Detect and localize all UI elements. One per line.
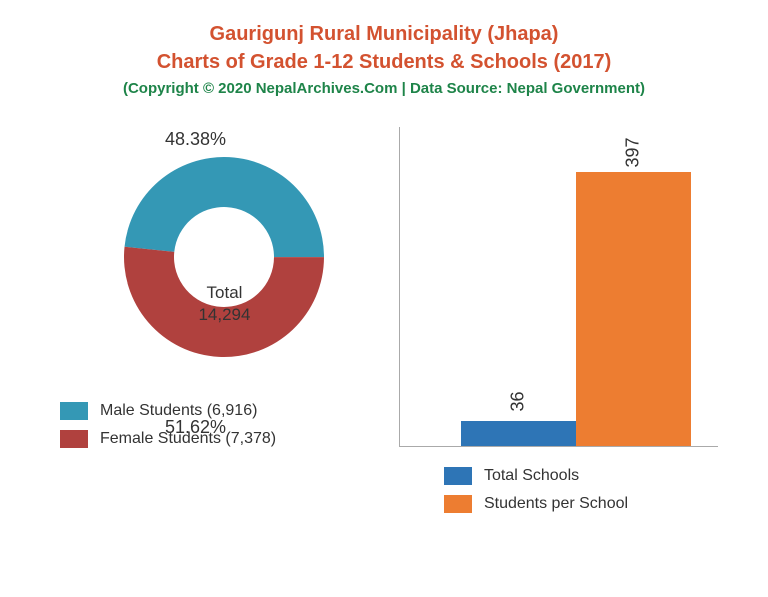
total-schools-swatch [444, 467, 472, 485]
students-per-school-swatch [444, 495, 472, 513]
donut-chart-panel: 48.38% 51.62% Total 14,294 Male Students… [50, 127, 399, 537]
legend-male: Male Students (6,916) [60, 402, 399, 420]
title-line-1: Gaurigunj Rural Municipality (Jhapa) [20, 20, 748, 48]
bar-chart-panel: 36397 Total Schools Students per School [399, 127, 718, 537]
donut-center: Total 14,294 [50, 282, 399, 326]
legend-bar0-text: Total Schools [484, 467, 579, 485]
donut-slice [125, 157, 324, 257]
copyright-line: (Copyright © 2020 NepalArchives.Com | Da… [20, 80, 748, 97]
bar-1: 397 [576, 172, 691, 446]
chart-header: Gaurigunj Rural Municipality (Jhapa) Cha… [20, 20, 748, 97]
bar-legend: Total Schools Students per School [399, 467, 718, 513]
female-swatch [60, 430, 88, 448]
bar-value-0: 36 [508, 392, 529, 412]
bars-wrap: 36397 [461, 172, 691, 446]
bar-value-1: 397 [623, 137, 644, 167]
legend-bar1-text: Students per School [484, 495, 628, 513]
legend-total-schools: Total Schools [444, 467, 718, 485]
male-swatch [60, 402, 88, 420]
female-pct-label: 51.62% [165, 417, 226, 438]
total-value: 14,294 [198, 305, 250, 324]
bar-0: 36 [461, 421, 576, 446]
donut-chart [94, 127, 354, 387]
total-label: Total [207, 283, 243, 302]
legend-female: Female Students (7,378) [60, 430, 399, 448]
title-line-2: Charts of Grade 1-12 Students & Schools … [20, 48, 748, 76]
male-pct-label: 48.38% [165, 129, 226, 150]
y-axis [399, 127, 400, 446]
chart-area: 48.38% 51.62% Total 14,294 Male Students… [20, 117, 748, 537]
bar-chart: 36397 [399, 127, 718, 447]
legend-students-per-school: Students per School [444, 495, 718, 513]
